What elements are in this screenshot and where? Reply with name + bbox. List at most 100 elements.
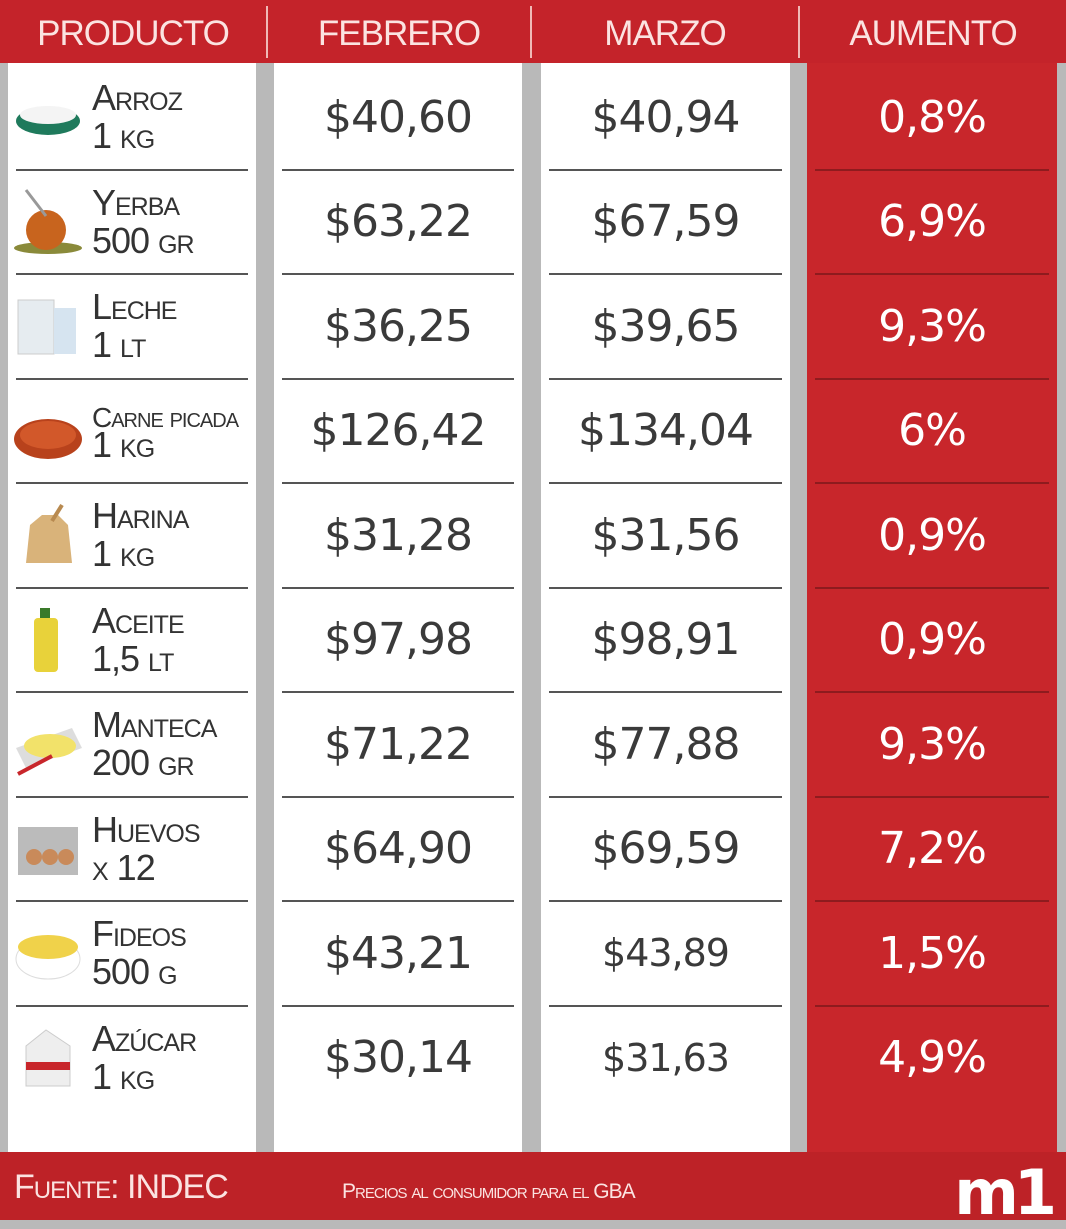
product-name: Yerba <box>92 181 180 223</box>
product-label: Fideos 500 g <box>92 913 187 992</box>
product-quantity: 1 kg <box>92 1055 155 1097</box>
row-divider <box>815 273 1049 275</box>
product-name: Azúcar <box>92 1017 197 1059</box>
row-divider <box>282 377 514 380</box>
marzo-price-cell: $69,59 <box>541 797 790 901</box>
febrero-price: $64,90 <box>324 823 473 874</box>
flour-sack-icon <box>12 499 84 571</box>
sugar-bag-icon <box>12 1022 84 1094</box>
row-divider <box>16 586 248 589</box>
product-cell: Fideos 500 g <box>8 901 256 1005</box>
row-divider <box>549 377 782 380</box>
aumento-percent: 1,5% <box>878 927 987 979</box>
febrero-price-cell: $40,60 <box>274 65 522 169</box>
row-divider <box>282 691 514 693</box>
febrero-price: $36,25 <box>324 300 473 352</box>
product-quantity: 1 kg <box>92 115 155 156</box>
marzo-price-cell: $39,65 <box>541 274 790 378</box>
product-cell: Leche 1 lt <box>8 274 256 378</box>
row-divider <box>16 273 248 275</box>
aumento-percent-cell: 6,9% <box>807 170 1057 274</box>
product-quantity: x 12 <box>92 846 156 888</box>
product-label: Manteca 200 gr <box>92 706 217 782</box>
egg-carton-icon <box>12 813 84 885</box>
febrero-column: $40,60 $63,22 $36,25 $126,42 $31,28 $97,98 $71… <box>274 63 522 1152</box>
marzo-price: $43,89 <box>602 931 730 975</box>
header-febrero: FEBRERO <box>317 14 481 53</box>
marzo-price: $69,59 <box>591 823 741 874</box>
producto-column: Arroz 1 kg Yerba 500 gr Leche 1 lt Carne picad… <box>8 63 256 1152</box>
product-cell: Aceite 1,5 lt <box>8 588 256 692</box>
febrero-price: $43,21 <box>324 927 473 979</box>
product-quantity: 500 gr <box>92 219 195 261</box>
marzo-column: $40,94 $67,59 $39,65 $134,04 $31,56 $98,91 $77… <box>541 63 790 1152</box>
header-aumento: AUMENTO <box>849 14 1017 53</box>
row-divider <box>815 482 1049 484</box>
febrero-price: $63,22 <box>324 196 473 247</box>
febrero-price-cell: $97,98 <box>274 588 522 692</box>
marzo-price: $77,88 <box>591 718 741 770</box>
product-quantity: 500 g <box>92 951 178 992</box>
row-divider <box>16 482 248 484</box>
product-cell: Yerba 500 gr <box>8 170 256 274</box>
marzo-price-cell: $31,56 <box>541 483 790 587</box>
row-divider <box>549 482 782 484</box>
milk-icon <box>12 290 84 362</box>
marzo-price: $40,94 <box>591 91 741 143</box>
row-divider <box>549 273 782 275</box>
febrero-price: $71,22 <box>324 718 473 770</box>
product-label: Leche 1 lt <box>92 288 177 364</box>
footer-note: Precios al consumidor para el GBA <box>342 1180 636 1203</box>
marzo-price-cell: $31,63 <box>541 1006 790 1110</box>
row-divider <box>815 1004 1049 1007</box>
product-label: Carne picada 1 kg <box>92 401 239 462</box>
marzo-price: $31,56 <box>591 509 741 561</box>
febrero-price-cell: $31,28 <box>274 483 522 587</box>
marzo-price-cell: $98,91 <box>541 588 790 692</box>
header-divider <box>266 6 268 58</box>
header-producto: PRODUCTO <box>37 14 230 53</box>
product-quantity: 1 kg <box>92 533 155 574</box>
aumento-percent-cell: 6% <box>807 379 1057 483</box>
row-divider <box>16 900 248 902</box>
product-name: Carne picada <box>92 401 239 433</box>
product-name: Fideos <box>92 913 187 954</box>
product-cell: Azúcar 1 kg <box>8 1006 256 1110</box>
rice-bowl-icon <box>12 81 84 153</box>
row-divider <box>549 586 782 589</box>
marzo-price: $39,65 <box>591 300 741 352</box>
aumento-percent: 6,9% <box>878 196 987 247</box>
row-divider <box>549 900 782 902</box>
product-label: Yerba 500 gr <box>92 181 195 261</box>
product-cell: Harina 1 kg <box>8 483 256 587</box>
row-divider <box>549 1004 782 1007</box>
febrero-price: $97,98 <box>324 614 473 665</box>
febrero-price-cell: $43,21 <box>274 901 522 1005</box>
m1-logo: m1 <box>954 1156 1057 1229</box>
product-label: Aceite 1,5 lt <box>92 601 185 678</box>
aumento-percent-cell: 0,9% <box>807 483 1057 587</box>
product-label: Arroz 1 kg <box>92 79 183 156</box>
aumento-percent-cell: 9,3% <box>807 274 1057 378</box>
product-cell: Huevos x 12 <box>8 797 256 901</box>
butter-icon <box>12 708 84 780</box>
aumento-percent: 9,3% <box>878 718 987 770</box>
row-divider <box>549 795 782 798</box>
product-label: Harina 1 kg <box>92 495 189 574</box>
row-divider <box>16 377 248 380</box>
row-divider <box>282 586 514 589</box>
row-divider <box>549 691 782 693</box>
footer: Fuente: INDEC Precios al consumidor para… <box>0 1152 1066 1229</box>
row-divider <box>282 168 514 171</box>
febrero-price-cell: $36,25 <box>274 274 522 378</box>
aumento-percent: 9,3% <box>878 300 987 352</box>
row-divider <box>16 168 248 171</box>
table-header: PRODUCTO FEBRERO MARZO AUMENTO <box>0 0 1066 63</box>
product-name: Harina <box>92 495 189 536</box>
marzo-price-cell: $40,94 <box>541 65 790 169</box>
marzo-price-cell: $43,89 <box>541 901 790 1005</box>
aumento-percent: 0,9% <box>878 614 987 665</box>
row-divider <box>815 377 1049 380</box>
mate-icon <box>12 186 84 258</box>
aumento-percent-cell: 4,9% <box>807 1006 1057 1110</box>
